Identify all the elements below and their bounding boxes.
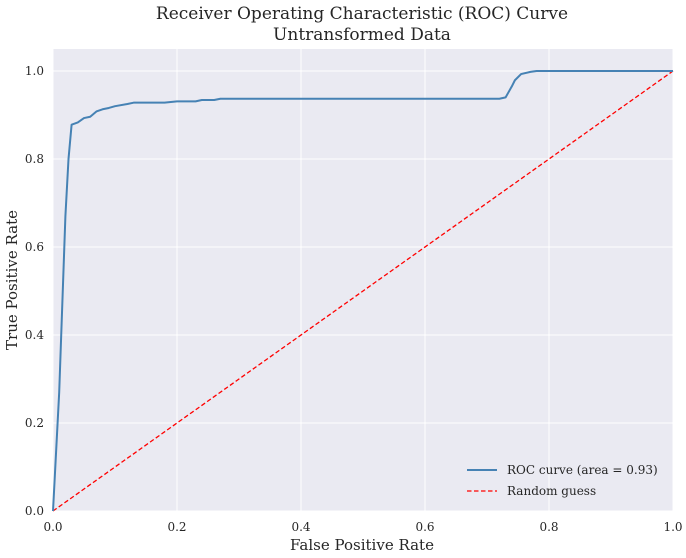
- y-tick-label: 0.8: [25, 152, 44, 166]
- y-axis-label: True Positive Rate: [3, 210, 21, 350]
- x-tick-label: 0.8: [539, 520, 558, 534]
- y-tick-label: 0.4: [25, 328, 44, 342]
- random-guess-line: [52, 70, 674, 512]
- x-tick-label: 0.2: [167, 520, 186, 534]
- plot-area: [53, 49, 673, 511]
- x-tick-label: 0.4: [291, 520, 310, 534]
- grid: [52, 49, 674, 512]
- x-ticks: 0.0 0.2 0.4 0.6 0.8 1.0: [43, 520, 682, 534]
- chart-title: Receiver Operating Characteristic (ROC) …: [156, 4, 568, 24]
- y-tick-label: 0.0: [25, 504, 44, 518]
- x-tick-label: 0.0: [43, 520, 62, 534]
- y-tick-label: 0.2: [25, 416, 44, 430]
- series-layer: [52, 70, 674, 512]
- legend: ROC curve (area = 0.93) Random guess: [467, 463, 658, 498]
- chart-subtitle: Untransformed Data: [273, 25, 451, 45]
- y-ticks: 0.0 0.2 0.4 0.6 0.8 1.0: [25, 64, 44, 518]
- y-tick-label: 1.0: [25, 64, 44, 78]
- roc-curve-line: [52, 70, 673, 512]
- legend-roc-label: ROC curve (area = 0.93): [507, 463, 658, 477]
- y-tick-label: 0.6: [25, 240, 44, 254]
- x-axis-label: False Positive Rate: [290, 536, 434, 554]
- x-tick-label: 1.0: [663, 520, 682, 534]
- x-tick-label: 0.6: [415, 520, 434, 534]
- legend-random-label: Random guess: [507, 484, 596, 498]
